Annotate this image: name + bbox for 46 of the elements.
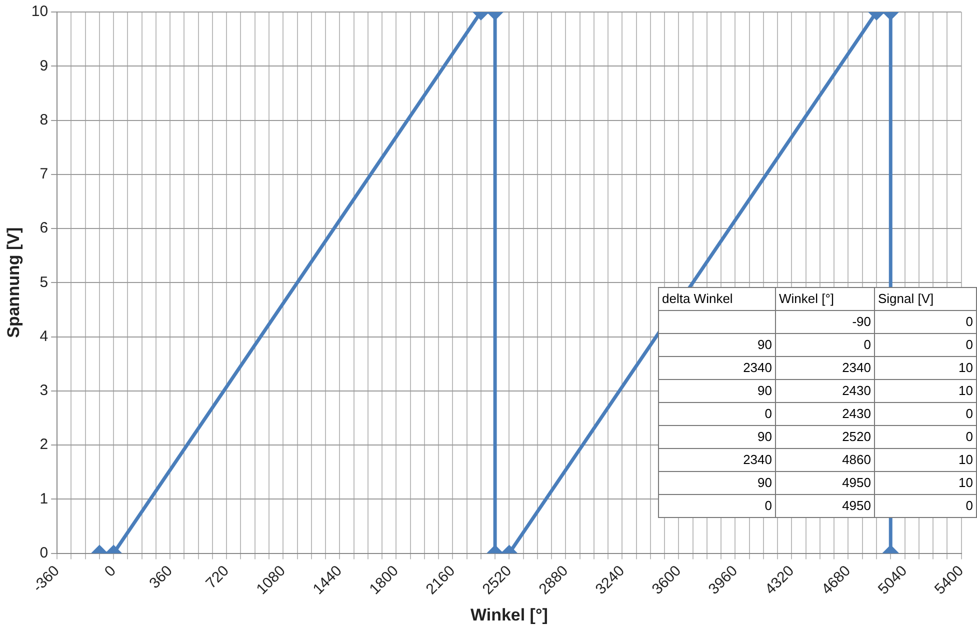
annotation: Signal [V]	[874, 288, 976, 310]
text: 0	[874, 334, 976, 356]
annotation: 2340	[776, 356, 874, 380]
y-tick-label: 9	[40, 57, 48, 74]
y-tick-label: 6	[40, 220, 48, 237]
annotation: 4950	[776, 494, 874, 518]
annotation: 2430	[776, 402, 874, 426]
x-tick-label: 0	[101, 562, 120, 580]
annotation: 90	[658, 472, 776, 494]
annotation: -90	[776, 310, 874, 334]
annotation: 4950	[776, 472, 874, 494]
x-tick-label: -360	[30, 562, 63, 596]
text: 0	[874, 310, 976, 334]
annotation: 0	[658, 494, 776, 518]
y-tick-label: 2	[40, 436, 48, 454]
annotation: 10	[874, 356, 976, 380]
y-axis-title: Spannung [V]	[4, 227, 23, 338]
annotation: delta Winkel	[658, 288, 776, 310]
annotation: 0	[776, 334, 874, 356]
x-tick-label: 360	[146, 562, 176, 592]
annotation: 2340	[658, 356, 776, 380]
x-tick-label: 720	[202, 562, 232, 592]
text: 0	[874, 402, 976, 426]
annotation: 90	[658, 380, 776, 402]
y-tick-label: 8	[40, 111, 48, 128]
y-tick-label: 1	[40, 490, 48, 508]
y-tick-label: 0	[40, 544, 48, 562]
annotation: 2520	[776, 426, 874, 448]
annotation: 10	[874, 380, 976, 402]
annotation: 10	[874, 472, 976, 494]
text: 0	[874, 426, 976, 448]
annotation: 10	[874, 448, 976, 472]
annotation: 90	[658, 426, 776, 448]
annotation: 2340	[658, 448, 776, 472]
y-tick-label: 3	[40, 382, 48, 400]
annotation: 2430	[776, 380, 874, 402]
y-tick-label: 7	[40, 166, 48, 183]
text: 0	[874, 494, 976, 518]
y-tick-label: 10	[31, 3, 48, 20]
y-tick-label: 5	[40, 274, 48, 291]
annotation: Winkel [°]	[776, 288, 874, 310]
x-axis-title: Winkel [°]	[470, 605, 548, 624]
annotation: 4860	[776, 448, 874, 472]
y-tick-label: 4	[40, 328, 48, 345]
annotation: 0	[658, 402, 776, 426]
annotation: 90	[658, 334, 776, 356]
